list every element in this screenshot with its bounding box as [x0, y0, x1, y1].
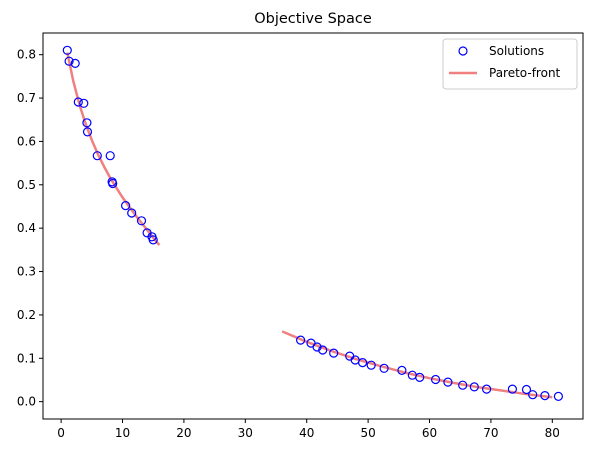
solution-point — [528, 390, 538, 400]
x-tick-label: 50 — [360, 426, 375, 440]
solution-point — [469, 382, 479, 392]
solution-point — [92, 151, 102, 161]
x-tick-label: 10 — [115, 426, 130, 440]
solution-point — [540, 391, 550, 401]
solution-point — [553, 391, 564, 401]
legend-pareto-front-label: Pareto-front — [489, 66, 561, 80]
solution-point — [329, 348, 339, 358]
solution-point — [82, 127, 93, 137]
x-tick-label: 20 — [176, 426, 191, 440]
solution-point — [379, 363, 389, 373]
solution-point — [120, 201, 131, 211]
y-tick-label: 0.0 — [17, 395, 36, 409]
solution-point — [148, 235, 158, 245]
solution-point — [105, 151, 115, 161]
x-tick-label: 60 — [422, 426, 437, 440]
y-tick-label: 0.8 — [17, 48, 36, 62]
x-axis: 0 10 20 30 40 50 60 70 80 — [57, 419, 560, 440]
y-tick-label: 0.7 — [17, 91, 36, 105]
x-tick-label: 30 — [238, 426, 253, 440]
solution-point — [358, 358, 368, 368]
y-tick-label: 0.5 — [17, 178, 36, 192]
solution-point — [127, 208, 137, 218]
legend-solutions-marker — [458, 46, 468, 56]
y-tick-label: 0.6 — [17, 134, 36, 148]
solution-point — [62, 45, 72, 55]
solution-point — [431, 374, 441, 385]
pareto-front-segment-1 — [66, 52, 161, 246]
solution-point — [296, 335, 306, 345]
legend-box — [442, 38, 578, 90]
solution-point — [458, 380, 468, 390]
legend: Solutions Pareto-front — [442, 38, 578, 90]
solution-point — [82, 118, 92, 128]
chart-title: Objective Space — [254, 11, 372, 27]
solution-point — [415, 372, 425, 382]
plot-border — [42, 32, 584, 420]
y-tick-label: 0.2 — [17, 308, 36, 322]
solution-point — [70, 58, 80, 69]
solution-point — [507, 384, 518, 394]
solution-point — [397, 365, 407, 375]
solution-point — [366, 360, 376, 370]
y-tick-label: 0.1 — [17, 351, 36, 365]
solution-point — [136, 216, 147, 226]
legend-solutions-label: Solutions — [489, 44, 544, 58]
solution-point — [312, 342, 322, 352]
x-tick-label: 0 — [57, 426, 65, 440]
solution-point — [79, 98, 89, 108]
y-tick-label: 0.4 — [17, 221, 36, 235]
solution-point — [482, 384, 492, 394]
solution-point — [521, 384, 532, 395]
solution-point — [108, 178, 118, 189]
plot-frame — [43, 33, 583, 419]
solution-point — [73, 97, 83, 107]
y-axis: 0.0 0.1 0.2 0.3 0.4 0.5 0.6 0.7 0.8 — [17, 48, 43, 409]
x-tick-label: 80 — [545, 426, 560, 440]
x-tick-label: 70 — [483, 426, 498, 440]
solution-point — [64, 56, 74, 66]
solution-point — [443, 377, 453, 387]
solution-point — [318, 345, 328, 355]
solutions-layer — [62, 45, 564, 401]
y-tick-label: 0.3 — [17, 265, 36, 279]
x-tick-label: 40 — [299, 426, 314, 440]
